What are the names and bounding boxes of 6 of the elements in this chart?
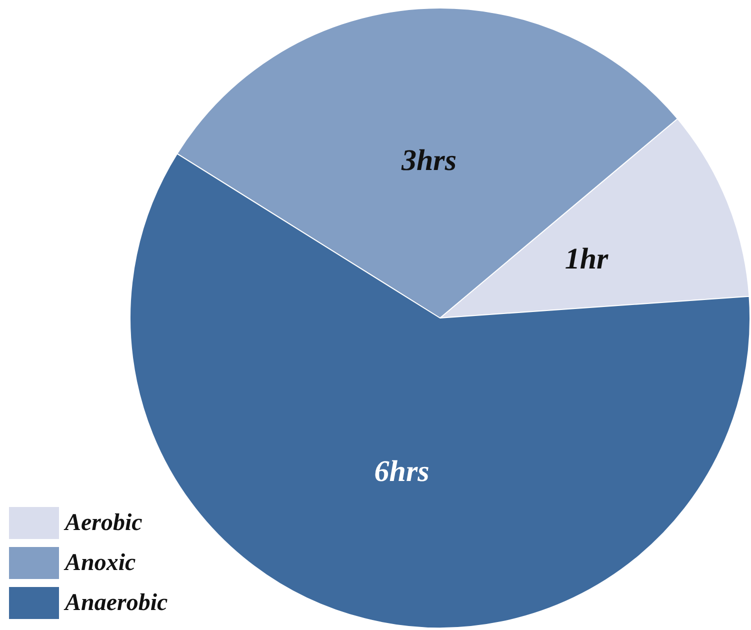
data-label: 1hr bbox=[564, 242, 608, 276]
legend-label: Anoxic bbox=[63, 550, 136, 576]
legend-label: Anaerobic bbox=[63, 590, 168, 616]
data-label: 6hrs bbox=[374, 454, 430, 488]
legend-label: Aerobic bbox=[63, 510, 143, 536]
data-label: 3hrs bbox=[400, 144, 456, 177]
